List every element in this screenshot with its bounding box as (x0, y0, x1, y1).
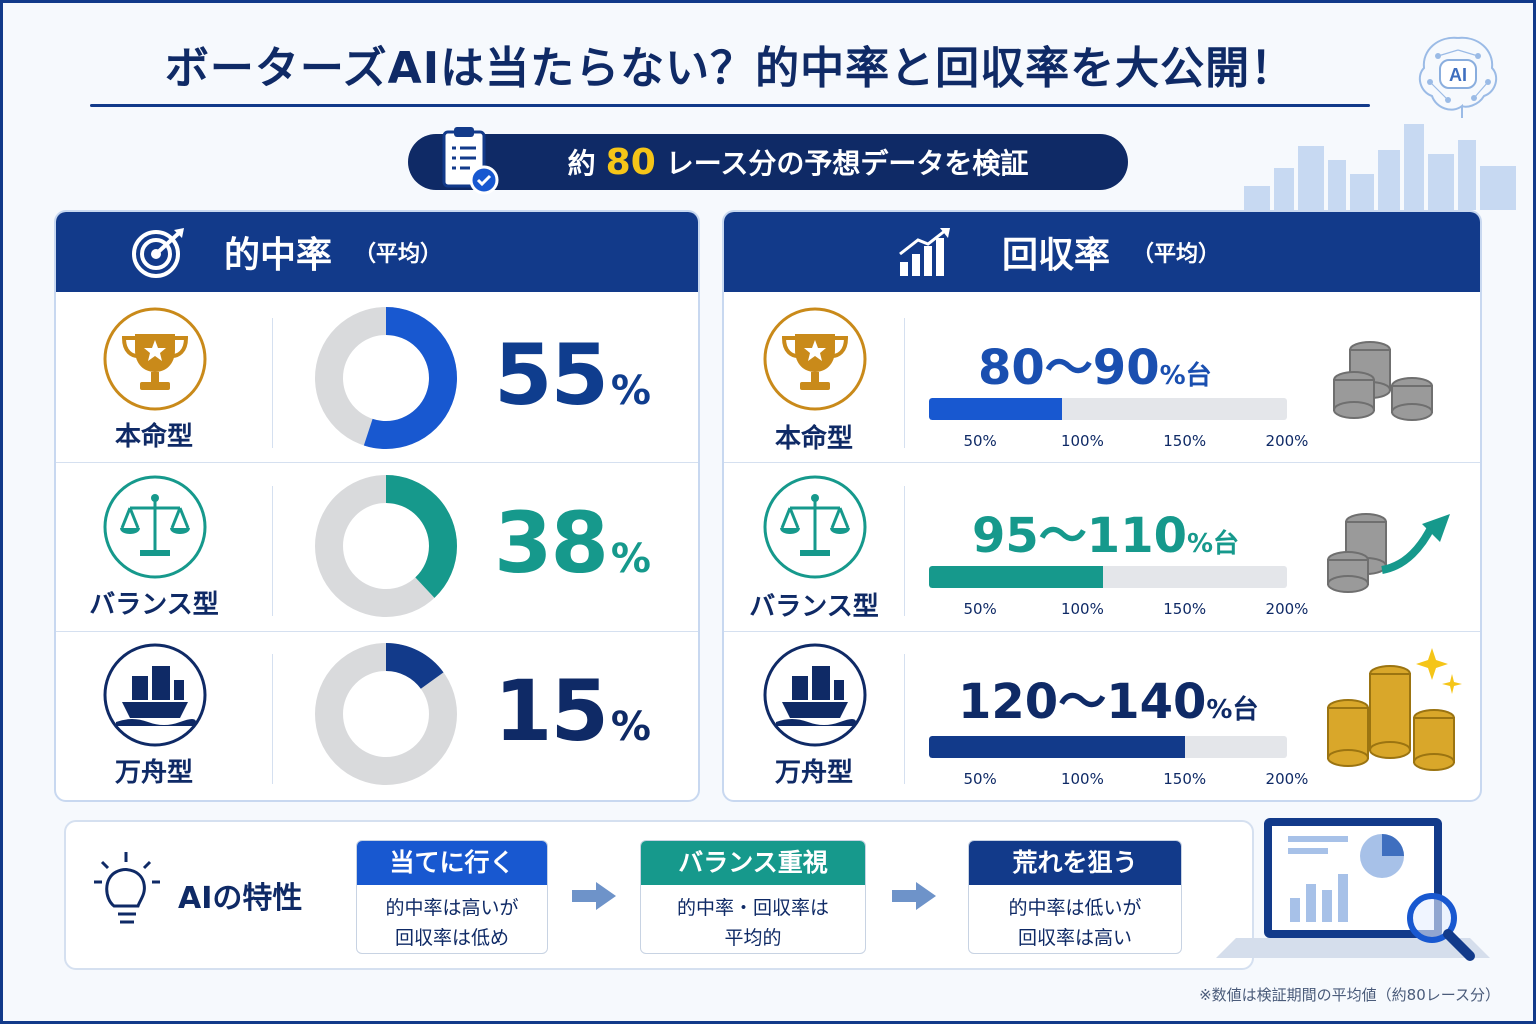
hit-rate-value-honmei: 55% (494, 326, 651, 424)
hit-rate-value-balance: 38% (494, 494, 651, 592)
bar-tick-label: 200% (1265, 770, 1309, 788)
return-range-balance: 95〜110%台 (972, 496, 1239, 566)
donut-slice (315, 475, 457, 617)
coins-icon (1333, 341, 1433, 421)
ship-icon (103, 643, 207, 747)
return-range-text: 95〜110 (972, 508, 1187, 564)
scale-icon (103, 475, 207, 579)
bar-tick-label: 200% (1265, 600, 1309, 618)
return-bar-track (929, 398, 1287, 420)
features-title: AIの特性 (178, 881, 303, 916)
donut-slice (315, 307, 457, 449)
gold-coins-icon (1327, 648, 1462, 771)
scale-icon (763, 475, 867, 579)
ship-icon (763, 643, 867, 747)
bar-tick-label: 50% (963, 770, 997, 788)
hit-rate-sub: （平均） (354, 242, 443, 267)
donut-slice (315, 643, 457, 785)
return-rate-sub: （平均） (1132, 242, 1221, 267)
title-underline (90, 104, 1370, 107)
bar-tick-label: 50% (963, 600, 997, 618)
city-skyline-icon (1244, 124, 1516, 210)
feature-card-line: 回収率は高い (1017, 927, 1132, 949)
feature-card-line: 的中率は高いが (385, 897, 519, 919)
donut-honmei (315, 307, 457, 449)
feature-card-line: 的中率・回収率は (676, 897, 829, 919)
subtitle-suffix: レース分の予想データを検証 (665, 147, 1029, 180)
return-bar-fill (929, 398, 1062, 420)
feature-card-heading: 荒れを狙う (969, 841, 1181, 885)
arrow-right-icon (572, 882, 616, 910)
donut-manshu (315, 643, 457, 785)
percent-unit: % (610, 704, 651, 750)
trophy-icon (103, 307, 207, 411)
donut-balance (315, 475, 457, 617)
return-bar-fill (929, 566, 1103, 588)
percent-unit: % (610, 536, 651, 582)
type-label-manshu: 万舟型 (774, 758, 853, 788)
feature-card-manshu: 荒れを狙う 的中率は低いが 回収率は高い (968, 840, 1182, 954)
bar-tick-label: 100% (1060, 600, 1104, 618)
return-bar-track (929, 736, 1287, 758)
laptop-icon (1216, 818, 1490, 961)
hit-rate-number: 55 (494, 326, 609, 424)
hit-rate-header: 的中率 （平均） (56, 212, 698, 292)
return-range-suffix: %台 (1206, 695, 1259, 725)
bar-tick-label: 100% (1060, 432, 1104, 450)
return-range-suffix: %台 (1187, 529, 1240, 559)
feature-card-line: 回収率は低め (394, 927, 509, 949)
clipboard-icon (442, 127, 499, 195)
return-range-suffix: %台 (1159, 361, 1212, 391)
feature-card-heading: バランス重視 (641, 841, 865, 885)
feature-card-line: 的中率は低いが (1008, 897, 1142, 919)
growth-chart-icon (899, 228, 950, 276)
bar-tick-label: 200% (1265, 432, 1309, 450)
hit-rate-number: 38 (494, 494, 609, 592)
subtitle-number: 80 (605, 141, 656, 183)
subtitle-prefix: 約 (567, 147, 596, 180)
bar-tick-label: 50% (963, 432, 997, 450)
type-label-honmei: 本命型 (774, 424, 853, 454)
feature-card-line: 平均的 (724, 927, 782, 949)
trophy-icon (763, 307, 867, 411)
target-icon (132, 228, 184, 278)
coins-icon (1327, 513, 1450, 593)
type-label-manshu: 万舟型 (114, 758, 193, 788)
percent-unit: % (610, 368, 651, 414)
footnote: ※数値は検証期間の平均値（約80レース分） (1199, 986, 1500, 1004)
arrow-right-icon (892, 882, 936, 910)
return-bar-track (929, 566, 1287, 588)
return-range-manshu: 120〜140%台 (958, 662, 1258, 732)
hit-rate-number: 15 (494, 662, 609, 760)
ai-badge-text: AI (1449, 65, 1467, 85)
hit-rate-heading: 的中率 (224, 235, 333, 276)
feature-card-heading: 当てに行く (357, 841, 547, 885)
page-title: ボーターズAIは当たらない？的中率と回収率を大公開！ (164, 43, 1296, 94)
return-range-text: 80〜90 (978, 340, 1160, 396)
return-range-text: 120〜140 (958, 674, 1207, 730)
return-rate-header: 回収率 （平均） (724, 212, 1480, 292)
type-label-honmei: 本命型 (114, 422, 193, 452)
type-label-balance: バランス型 (89, 590, 219, 620)
bulb-icon (94, 852, 160, 924)
type-label-balance: バランス型 (749, 592, 879, 622)
bar-tick-label: 150% (1163, 770, 1207, 788)
bar-tick-label: 150% (1163, 600, 1207, 618)
bar-tick-label: 150% (1163, 432, 1207, 450)
ai-brain-icon: AI (1418, 36, 1498, 118)
feature-card-honmei: 当てに行く 的中率は高いが 回収率は低め (356, 840, 548, 954)
return-range-honmei: 80〜90%台 (978, 328, 1212, 398)
hit-rate-value-manshu: 15% (494, 662, 651, 760)
subtitle-pill: 約 80 レース分の予想データを検証 (408, 134, 1128, 190)
return-bar-fill (929, 736, 1185, 758)
return-rate-heading: 回収率 (1002, 235, 1111, 276)
bar-tick-label: 100% (1060, 770, 1104, 788)
feature-card-balance: バランス重視 的中率・回収率は 平均的 (640, 840, 866, 954)
